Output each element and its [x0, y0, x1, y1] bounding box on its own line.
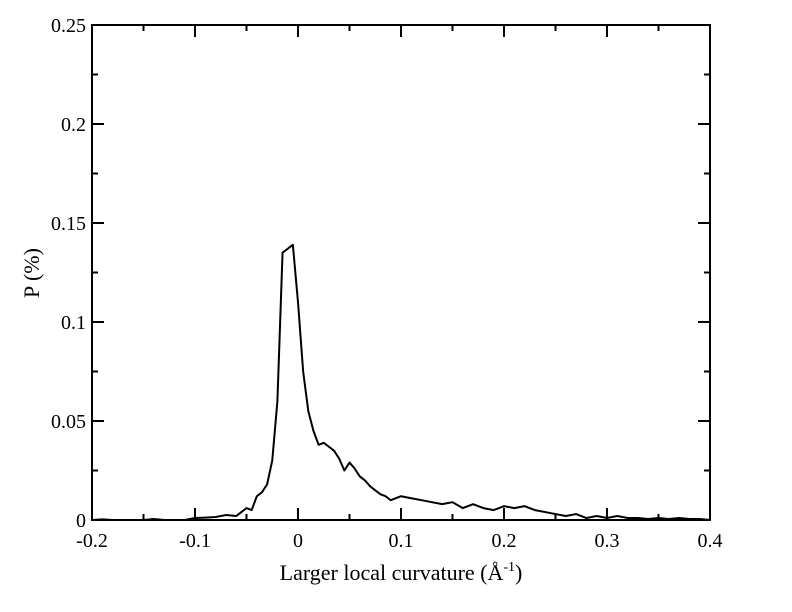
y-tick-label: 0.2 — [61, 114, 86, 136]
y-tick-label: 0.1 — [61, 312, 86, 334]
x-tick-label: 0 — [293, 530, 303, 552]
x-tick-label: 0.1 — [389, 530, 414, 552]
y-tick-label: 0.05 — [51, 411, 86, 433]
x-tick-label: 0.4 — [698, 530, 723, 552]
y-tick-label: 0 — [76, 510, 86, 532]
x-tick-label: 0.3 — [595, 530, 620, 552]
axis-tick-labels: -0.2 -0.1 0 0.1 0.2 0.3 0.4 0 0.05 0.1 0.15 0.2 0.25 — [51, 15, 723, 552]
x-axis-title-superscript: -1 — [503, 560, 515, 575]
x-tick-label: 0.2 — [492, 530, 517, 552]
series-line — [91, 243, 711, 521]
y-axis-title: P (%) — [19, 248, 44, 298]
x-axis-title: Larger local curvature (Å-1) — [280, 560, 523, 585]
y-tick-label: 0.25 — [51, 15, 86, 37]
x-tick-label: -0.2 — [76, 530, 108, 552]
y-tick-label: 0.15 — [51, 213, 86, 235]
x-tick-label: -0.1 — [179, 530, 211, 552]
x-axis-title-suffix: ) — [515, 560, 522, 585]
x-axis-title-main: Larger local curvature (Å — [280, 560, 504, 585]
plot-frame — [91, 24, 711, 521]
